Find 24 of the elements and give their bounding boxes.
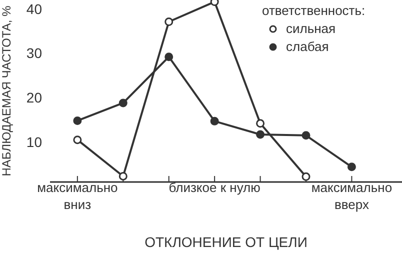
y-tick-label: 10: [26, 134, 42, 150]
y-tick-label: 20: [26, 90, 42, 106]
y-tick-label: 30: [26, 45, 42, 62]
legend-title: ответственность:: [262, 2, 366, 20]
point: [347, 162, 356, 172]
point: [73, 136, 82, 144]
point: [210, 116, 219, 126]
point: [118, 172, 128, 180]
point: [256, 130, 265, 139]
x-tick-label: максимально вверх: [311, 180, 392, 212]
y-tick-label: 40: [26, 0, 42, 17]
point: [164, 18, 174, 26]
point: [164, 52, 174, 62]
point: [118, 98, 128, 108]
point: [73, 116, 82, 125]
point: [256, 119, 265, 128]
legend-label: сильная: [286, 20, 336, 38]
legend-label: слабая: [286, 38, 329, 56]
y-axis-title: НАБЛЮДАЕМАЯ ЧАСТОТА, %: [0, 5, 14, 176]
x-tick-label: близкое к нулю: [168, 180, 261, 195]
point: [210, 0, 219, 6]
x-tick-label: максимально вниз: [37, 180, 118, 212]
x-axis-title: ОТКЛОНЕНИЕ ОТ ЦЕЛИ: [144, 234, 308, 250]
point: [302, 131, 310, 140]
